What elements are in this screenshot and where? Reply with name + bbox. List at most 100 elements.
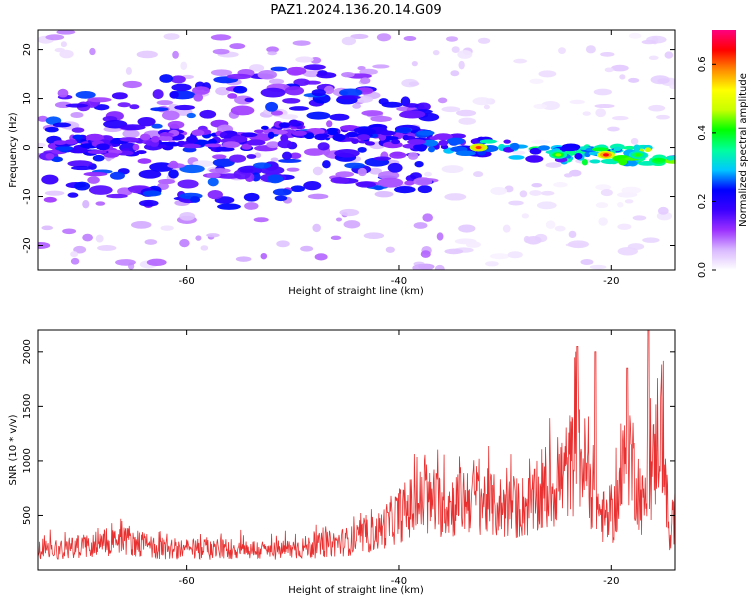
heatmap-cell	[83, 171, 108, 177]
colorbar-scale	[712, 30, 736, 270]
colorbar-ticks: 0.0 0.2 0.4 0.6	[697, 56, 716, 278]
heatmap-cell	[226, 73, 252, 80]
heatmap-cell	[483, 104, 490, 110]
heatmap-cell	[253, 129, 265, 134]
heatmap-cell	[611, 64, 629, 72]
heatmap-cell	[139, 133, 151, 141]
heatmap-cell	[204, 143, 222, 148]
heatmap-cell	[396, 127, 411, 133]
heatmap-cell	[191, 129, 205, 136]
heatmap-cell	[502, 224, 511, 233]
heatmap-cell	[633, 144, 641, 152]
heatmap-cell	[627, 160, 637, 165]
heatmap-cell	[598, 217, 608, 226]
heatmap-cell	[261, 125, 269, 130]
heatmap-cell	[642, 237, 660, 243]
heatmap-cell	[269, 78, 285, 85]
heatmap-cell	[74, 181, 91, 191]
heatmap-cell	[503, 139, 511, 144]
heatmap-cell	[246, 154, 257, 159]
heatmap-cell	[378, 98, 389, 105]
heatmap-cell	[270, 157, 279, 162]
heatmap-cell	[341, 36, 357, 46]
heatmap-cell	[436, 232, 444, 241]
heatmap-cell	[434, 264, 445, 270]
heatmap-cell	[303, 132, 315, 140]
heatmap-cell	[281, 151, 292, 160]
heatmap-cell	[137, 158, 152, 164]
heatmap-cell	[303, 64, 326, 71]
heatmap-cell	[380, 130, 396, 136]
heatmap-cell	[167, 120, 185, 129]
heatmap-cell	[357, 134, 371, 141]
heatmap-cell	[545, 220, 556, 229]
heatmap-cell	[277, 139, 293, 149]
heatmap-cell	[150, 135, 160, 143]
heatmap-cell	[617, 246, 638, 256]
heatmap-cell	[179, 164, 205, 174]
heatmap-cell	[644, 147, 652, 153]
heatmap-cell	[540, 190, 555, 196]
heatmap-cell	[648, 104, 666, 112]
heatmap-cell	[664, 51, 674, 59]
heatmap-cell	[303, 180, 322, 191]
heatmap-cell	[274, 195, 288, 202]
heatmap-cell	[257, 70, 277, 80]
heatmap-cell	[82, 199, 90, 209]
heatmap-cell	[600, 51, 615, 57]
heatmap-cell	[266, 141, 280, 149]
heatmap-cell	[632, 215, 647, 221]
heatmap-cell	[607, 126, 620, 132]
heatmap-peak	[634, 153, 641, 157]
heatmap-cell	[360, 77, 371, 84]
heatmap-cell	[52, 122, 72, 128]
colorbar-tick-label: 0.0	[697, 262, 708, 278]
figure-title: PAZ1.2024.136.20.14.G09	[270, 3, 441, 18]
heatmap-cell	[589, 264, 607, 270]
heatmap-cell	[657, 78, 670, 84]
heatmap-cell	[222, 141, 241, 149]
heatmap-cell	[71, 127, 85, 133]
heatmap-cell	[172, 50, 179, 59]
heatmap-cell	[357, 146, 367, 153]
heatmap-cell	[657, 206, 669, 215]
heatmap-cell	[612, 115, 629, 121]
heatmap-cell	[403, 36, 417, 41]
heatmap-cell	[628, 77, 640, 83]
heatmap-cell	[159, 132, 174, 137]
heatmap-cell	[477, 37, 491, 44]
heatmap-cell	[289, 152, 302, 159]
heatmap-cell	[330, 176, 350, 184]
heatmap-cell	[179, 239, 190, 248]
heatmap-cell	[290, 185, 306, 193]
heatmap-cell	[568, 230, 577, 239]
heatmap-cell	[595, 108, 607, 118]
heatmap-cell	[44, 190, 65, 196]
heatmap-cell	[267, 51, 278, 56]
heatmap-cell	[489, 253, 510, 260]
heatmap-cell	[356, 181, 376, 188]
colorbar-label: Normalized spectral amplitude	[738, 73, 749, 227]
heatmap-cell	[450, 70, 460, 77]
heatmap-cell	[38, 142, 46, 148]
heatmap-cell	[529, 78, 544, 84]
heatmap-cell	[207, 177, 219, 187]
heatmap-cell	[402, 134, 409, 141]
heatmap-cell	[351, 138, 359, 144]
heatmap-cell	[533, 103, 548, 109]
heatmap-cell	[446, 137, 465, 145]
heatmap-cell	[332, 133, 346, 142]
heatmap-cell	[266, 174, 284, 184]
heatmap-cell	[531, 182, 543, 188]
heatmap-cell	[344, 162, 365, 169]
spectrogram-y-label: Frequency (Hz)	[8, 112, 19, 188]
heatmap-peak	[555, 153, 562, 157]
heatmap-cell	[62, 228, 77, 235]
y-tick-label: 10	[22, 92, 33, 105]
heatmap-cell	[339, 208, 360, 217]
heatmap-cell	[359, 68, 378, 75]
heatmap-cell	[394, 186, 416, 194]
heatmap-cell	[288, 106, 309, 111]
heatmap-cell	[169, 90, 179, 99]
heatmap-cell	[339, 88, 363, 97]
